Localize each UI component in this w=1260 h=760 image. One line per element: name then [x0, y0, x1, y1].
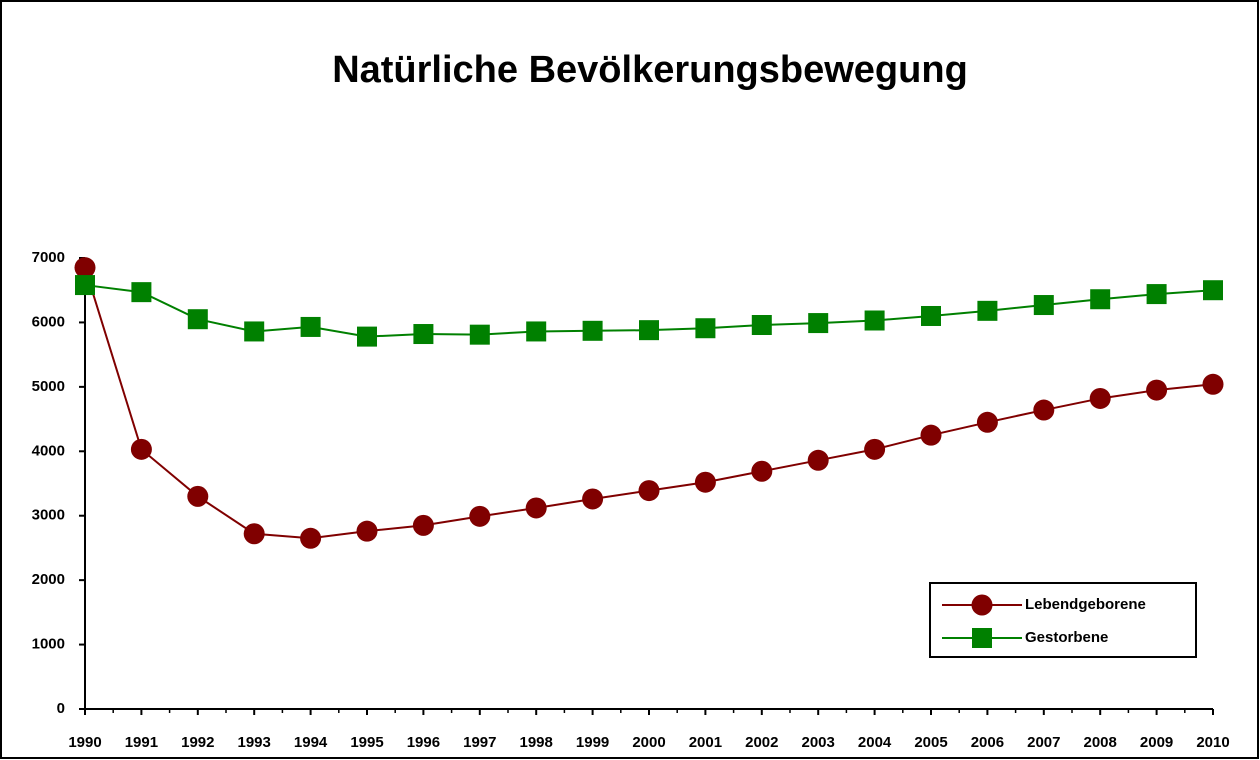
series-marker: [525, 497, 547, 519]
series-marker: [412, 514, 434, 536]
y-tick-label: 7000: [32, 249, 65, 266]
series-marker: [74, 257, 96, 279]
series-marker: [300, 316, 321, 337]
series-marker: [921, 305, 941, 326]
series-marker: [413, 324, 434, 345]
series-marker: [357, 326, 377, 347]
y-tick-label: 0: [57, 700, 65, 717]
series-marker: [356, 520, 378, 542]
series-marker: [695, 318, 716, 339]
legend-marker: [971, 594, 993, 616]
legend-label: Gestorbene: [1025, 629, 1108, 646]
series-marker: [526, 321, 547, 342]
series-marker: [751, 315, 772, 336]
series-marker: [131, 282, 152, 303]
series-marker: [1203, 280, 1223, 301]
x-tick-label: 1997: [463, 734, 496, 751]
series-marker: [920, 424, 942, 446]
x-tick-label: 1995: [350, 734, 383, 751]
x-tick-label: 2008: [1084, 734, 1117, 751]
series-marker: [187, 485, 209, 507]
series-marker: [469, 505, 491, 527]
series-marker: [751, 460, 773, 482]
series-marker: [976, 411, 998, 433]
x-tick-label: 2002: [745, 734, 778, 751]
series-marker: [244, 321, 265, 342]
series-marker: [1089, 387, 1111, 409]
series-marker: [694, 471, 716, 493]
x-tick-label: 2003: [802, 734, 835, 751]
series-marker: [639, 320, 659, 341]
chart-title: Natürliche Bevölkerungsbewegung: [332, 49, 968, 91]
series-marker: [243, 523, 265, 545]
x-tick-label: 2009: [1140, 734, 1173, 751]
y-tick-label: 2000: [32, 571, 65, 588]
x-tick-label: 2001: [689, 734, 722, 751]
series-marker: [807, 449, 829, 471]
series-marker: [582, 488, 604, 510]
series-marker: [75, 275, 95, 296]
x-tick-label: 1993: [238, 734, 271, 751]
legend-marker: [972, 628, 992, 648]
series-marker: [1146, 284, 1167, 305]
series-marker: [1090, 289, 1111, 310]
x-tick-label: 1994: [294, 734, 328, 751]
x-tick-label: 2007: [1027, 734, 1060, 751]
x-tick-label: 1996: [407, 734, 440, 751]
series-marker: [187, 309, 208, 330]
x-tick-label: 2010: [1196, 734, 1229, 751]
y-tick-label: 4000: [32, 442, 65, 459]
x-tick-label: 1990: [68, 734, 101, 751]
series-marker: [864, 438, 886, 460]
y-tick-label: 1000: [32, 636, 65, 653]
y-tick-label: 6000: [32, 313, 65, 330]
x-tick-label: 1992: [181, 734, 214, 751]
series-marker: [638, 480, 660, 502]
x-tick-label: 1991: [125, 734, 158, 751]
series-marker: [1033, 399, 1055, 421]
series-marker: [1033, 295, 1054, 316]
series-marker: [977, 300, 998, 321]
x-tick-label: 2005: [914, 734, 947, 751]
x-tick-label: 2006: [971, 734, 1004, 751]
series-marker: [469, 324, 490, 345]
series-marker: [130, 438, 152, 460]
series-marker: [864, 310, 885, 331]
x-tick-label: 1999: [576, 734, 609, 751]
series-marker: [1146, 379, 1168, 401]
x-tick-label: 2004: [858, 734, 892, 751]
series-marker: [808, 313, 829, 334]
legend-label: Lebendgeborene: [1025, 596, 1146, 613]
x-tick-label: 1998: [520, 734, 553, 751]
y-tick-label: 5000: [32, 378, 65, 395]
series-marker: [582, 320, 603, 341]
y-tick-label: 3000: [32, 507, 65, 524]
series-marker: [1202, 373, 1224, 395]
series-marker: [300, 527, 322, 549]
x-tick-label: 2000: [632, 734, 665, 751]
